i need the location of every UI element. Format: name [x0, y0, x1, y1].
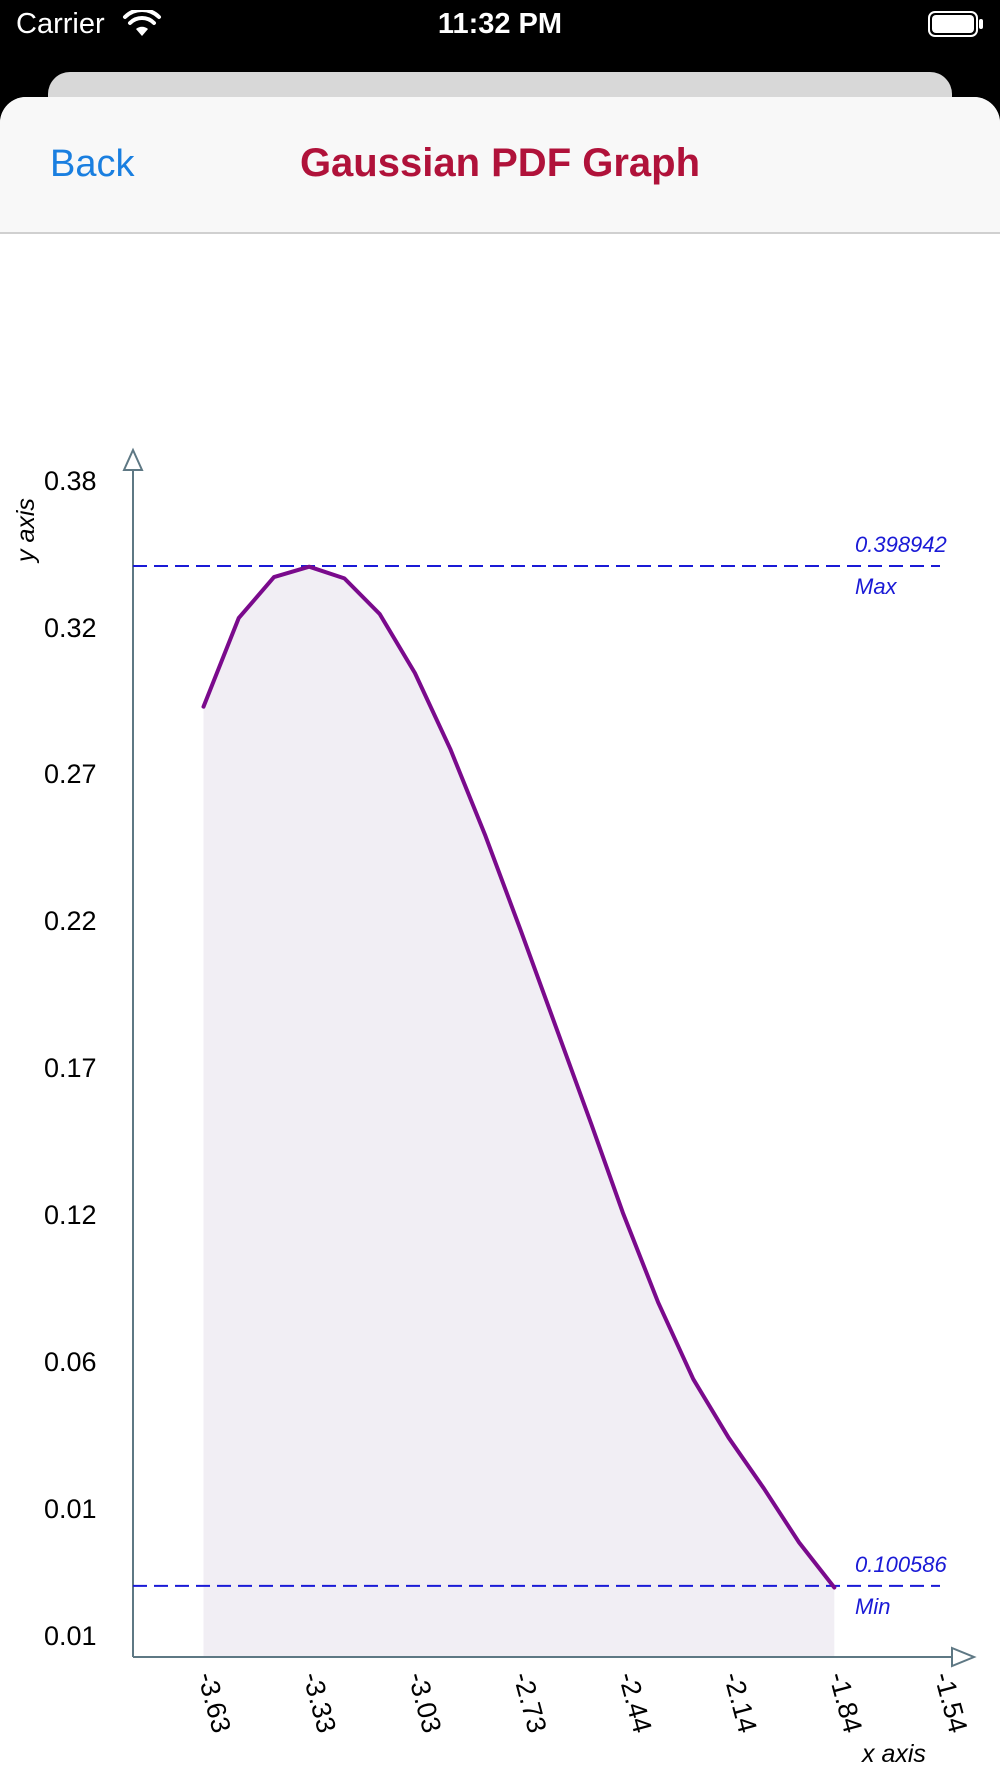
- x-tick-label: -2.44: [613, 1669, 658, 1736]
- reference-value-min: 0.100586: [855, 1552, 948, 1577]
- y-tick-label: 0.38: [44, 466, 97, 496]
- x-tick-label: -3.63: [192, 1669, 237, 1736]
- pdf-curve-line: [201, 564, 837, 1590]
- y-tick-label: 0.01: [44, 1621, 97, 1651]
- y-tick-label: 0.27: [44, 759, 97, 789]
- navigation-bar: Back Gaussian PDF Graph: [0, 97, 1000, 234]
- y-tick-label: 0.12: [44, 1200, 97, 1230]
- y-tick-label: 0.01: [44, 1494, 97, 1524]
- y-axis-arrow: [122, 447, 144, 471]
- x-axis-title: x axis: [861, 1740, 926, 1768]
- x-tick-label: -1.84: [823, 1669, 868, 1736]
- x-tick-label: -1.54: [928, 1669, 973, 1736]
- x-tick-label: -2.73: [507, 1669, 552, 1736]
- y-tick-label: 0.06: [44, 1347, 97, 1377]
- battery-icon: [928, 11, 983, 37]
- page-title: Gaussian PDF Graph: [299, 141, 701, 185]
- clock: 11:32 PM: [437, 8, 563, 40]
- reference-label-max: Max: [855, 574, 898, 599]
- wifi-icon: [123, 10, 161, 36]
- y-tick-label: 0.32: [44, 613, 97, 643]
- y-tick-label: 0.17: [44, 1053, 97, 1083]
- x-tick-label: -3.33: [297, 1669, 342, 1736]
- x-axis-arrow: [951, 1646, 977, 1668]
- y-tick-label: 0.22: [44, 906, 97, 936]
- status-bar: Carrier 11:32 PM: [0, 0, 1000, 60]
- reference-value-max: 0.398942: [855, 532, 947, 557]
- reference-label-min: Min: [855, 1594, 890, 1619]
- x-tick-label: -2.14: [718, 1669, 763, 1736]
- y-axis-title: y axis: [12, 498, 40, 564]
- back-button[interactable]: Back: [50, 143, 135, 185]
- carrier-label: Carrier: [16, 8, 105, 40]
- curve-area-fill: [203, 566, 835, 1658]
- x-tick-label: -3.03: [402, 1669, 447, 1736]
